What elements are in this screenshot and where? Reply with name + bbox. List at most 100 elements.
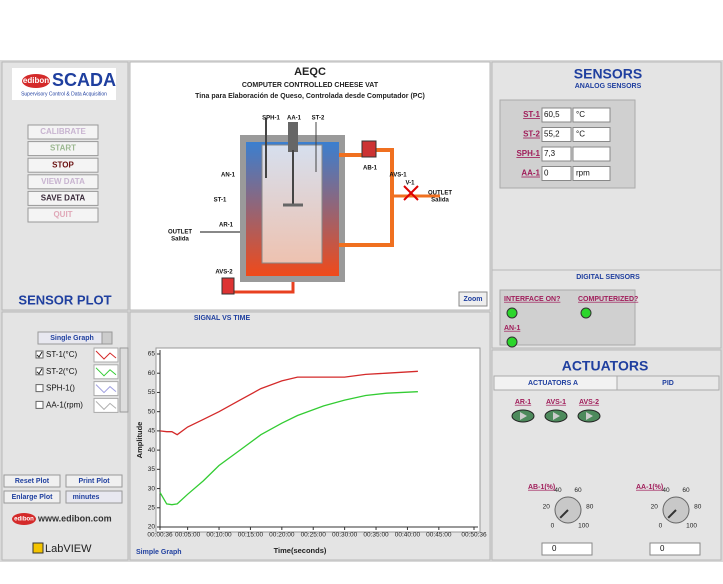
knob-scale-label: 40 bbox=[554, 487, 562, 494]
status-led bbox=[506, 307, 518, 319]
diagram-label: AN-1 bbox=[221, 173, 236, 179]
knob-pointer bbox=[559, 509, 569, 519]
control-button[interactable] bbox=[27, 124, 99, 140]
diagram-label: OUTLET bbox=[428, 191, 452, 197]
knob-scale-label: 100 bbox=[578, 522, 589, 529]
control-button-label: VIEW DATA bbox=[41, 177, 85, 186]
knob-scale-label: 0 bbox=[551, 522, 555, 529]
plot-button[interactable] bbox=[3, 490, 61, 504]
channel-checkbox[interactable] bbox=[35, 384, 44, 393]
switch-arrow bbox=[520, 412, 527, 420]
sensor-unit-box bbox=[572, 146, 611, 162]
channel-swatch-line bbox=[95, 350, 117, 360]
digital-label: AN-1 bbox=[504, 325, 520, 332]
logo-badge bbox=[22, 74, 50, 88]
plot-area bbox=[155, 347, 481, 533]
channel-swatch bbox=[93, 397, 119, 413]
dropdown-arrow[interactable] bbox=[101, 331, 113, 345]
x-tick-label: 00:25:00 bbox=[301, 532, 327, 539]
y-tick-label: 20 bbox=[148, 524, 156, 531]
plot-button-label: Enlarge Plot bbox=[12, 494, 54, 501]
sensor-label: ST-1 bbox=[523, 110, 540, 119]
plot-button[interactable] bbox=[65, 474, 123, 488]
knob-scale-label: 20 bbox=[651, 503, 659, 510]
zoom-button[interactable] bbox=[458, 291, 488, 307]
plot-button-label: Reset Plot bbox=[15, 478, 50, 485]
sensor-plot-title: SENSOR PLOT bbox=[18, 292, 111, 307]
control-button[interactable] bbox=[27, 141, 99, 157]
knob-pointer bbox=[667, 509, 677, 519]
x-tick-label: 00:15:00 bbox=[238, 532, 264, 539]
diagram-label: AVS-1 bbox=[389, 173, 407, 179]
x-tick-label: 00:35:00 bbox=[363, 532, 389, 539]
y-tick-label: 55 bbox=[148, 389, 156, 396]
diagram-code: AEQC bbox=[294, 66, 326, 78]
y-tick-label: 50 bbox=[148, 408, 156, 415]
control-button-label: SAVE DATA bbox=[41, 194, 86, 203]
knob-scale-label: 60 bbox=[682, 487, 690, 494]
bottom-margin bbox=[0, 562, 723, 584]
knob-label: AB-1(%) bbox=[528, 484, 555, 491]
sensor-unit: °C bbox=[576, 130, 585, 139]
scrollbar[interactable] bbox=[119, 347, 129, 413]
x-tick-label: 00:05:00 bbox=[175, 532, 201, 539]
plot-button[interactable] bbox=[3, 474, 61, 488]
diagram-label: AA-1 bbox=[287, 116, 302, 122]
logo-tagline: Supervisory Control & Data Acquisition bbox=[21, 91, 107, 97]
chart-title: SIGNAL VS TIME bbox=[194, 315, 251, 322]
channel-label: AA-1(rpm) bbox=[46, 401, 83, 410]
control-button[interactable] bbox=[27, 157, 99, 173]
actuators-title: ACTUATORS bbox=[562, 358, 649, 374]
knob-input[interactable] bbox=[649, 542, 701, 556]
series-line bbox=[159, 370, 418, 436]
plot-button-label: Print Plot bbox=[78, 478, 110, 485]
channel-swatch bbox=[93, 347, 119, 363]
logo-product: SCADA bbox=[52, 70, 116, 90]
sensor-label: AA-1 bbox=[521, 169, 540, 178]
knob-scale-label: 80 bbox=[586, 503, 594, 510]
diagram-label: SPH-1 bbox=[262, 116, 280, 122]
channel-swatch bbox=[93, 364, 119, 380]
switch-label: AVS-2 bbox=[579, 399, 599, 406]
channel-checkbox[interactable] bbox=[35, 400, 44, 409]
y-tick-label: 60 bbox=[148, 370, 156, 377]
unit-dropdown[interactable] bbox=[65, 490, 123, 504]
logo-brand: edibon bbox=[23, 76, 49, 85]
y-tick-label: 40 bbox=[148, 447, 156, 454]
control-button[interactable] bbox=[27, 190, 99, 206]
x-tick-label: 00:50:36 bbox=[461, 532, 487, 539]
switch-arrow bbox=[586, 412, 593, 420]
diagram-subtitle: Tina para Elaboración de Queso, Controla… bbox=[195, 93, 425, 100]
sensor-value: 55,2 bbox=[544, 130, 560, 139]
digital-title: DIGITAL SENSORS bbox=[576, 274, 640, 281]
switch-label: AR-1 bbox=[515, 399, 531, 406]
control-button[interactable] bbox=[27, 174, 99, 190]
tab-active: ACTUATORS A bbox=[528, 380, 578, 387]
x-tick-label: 00:10:00 bbox=[206, 532, 232, 539]
sensor-value: 60,5 bbox=[544, 110, 560, 119]
y-tick-label: 35 bbox=[148, 466, 156, 473]
channel-checkbox[interactable] bbox=[35, 367, 44, 376]
knob-scale-label: 20 bbox=[543, 503, 551, 510]
knob-input[interactable] bbox=[541, 542, 593, 556]
control-button[interactable] bbox=[27, 207, 99, 223]
x-tick-label: 00:40:00 bbox=[395, 532, 421, 539]
y-tick-label: 30 bbox=[148, 485, 156, 492]
knob-input-value: 0 bbox=[660, 544, 665, 553]
x-tick-label: 00:20:00 bbox=[269, 532, 295, 539]
control-button-label: CALIBRATE bbox=[40, 127, 86, 136]
channel-checkbox[interactable] bbox=[35, 350, 44, 359]
footer-brand: edibon bbox=[14, 517, 34, 523]
knob-scale-label: 60 bbox=[574, 487, 582, 494]
sensor-value-box bbox=[541, 146, 572, 162]
valve-avs2 bbox=[221, 277, 235, 295]
tab-inactive[interactable] bbox=[616, 375, 720, 391]
tab-label: PID bbox=[662, 380, 674, 387]
channel-swatch-line bbox=[95, 401, 117, 411]
sensor-unit: rpm bbox=[576, 169, 590, 178]
x-tick-label: 00:45:00 bbox=[426, 532, 452, 539]
unit-label: minutes bbox=[73, 494, 100, 501]
channel-swatch-line bbox=[95, 384, 117, 394]
